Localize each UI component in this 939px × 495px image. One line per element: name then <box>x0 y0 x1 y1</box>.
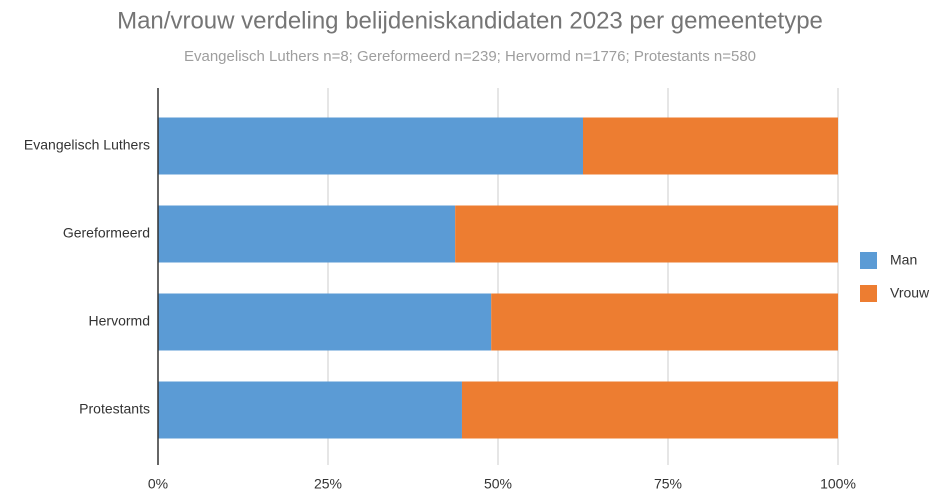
legend-swatch <box>860 285 877 302</box>
chart-subtitle: Evangelisch Luthers n=8; Gereformeerd n=… <box>184 48 756 65</box>
legend-label: Vrouw <box>890 285 930 301</box>
y-tick-label: Hervormd <box>89 313 150 329</box>
y-tick-label: Evangelisch Luthers <box>24 137 150 153</box>
x-tick-label: 75% <box>654 476 682 492</box>
x-tick-label: 50% <box>484 476 512 492</box>
bar <box>455 205 838 263</box>
x-tick-label: 25% <box>314 476 342 492</box>
x-tick-label: 0% <box>148 476 168 492</box>
y-tick-label: Protestants <box>79 401 150 417</box>
bar <box>158 293 492 351</box>
bar <box>158 205 456 263</box>
bar <box>158 381 462 439</box>
bar <box>583 117 838 175</box>
bar <box>158 117 583 175</box>
x-tick-label: 100% <box>820 476 856 492</box>
y-tick-label: Gereformeerd <box>63 225 150 241</box>
bar <box>461 381 838 439</box>
bar <box>491 293 838 351</box>
legend-label: Man <box>890 252 917 268</box>
legend-swatch <box>860 252 877 269</box>
chart-title: Man/vrouw verdeling belijdeniskandidaten… <box>117 7 823 34</box>
